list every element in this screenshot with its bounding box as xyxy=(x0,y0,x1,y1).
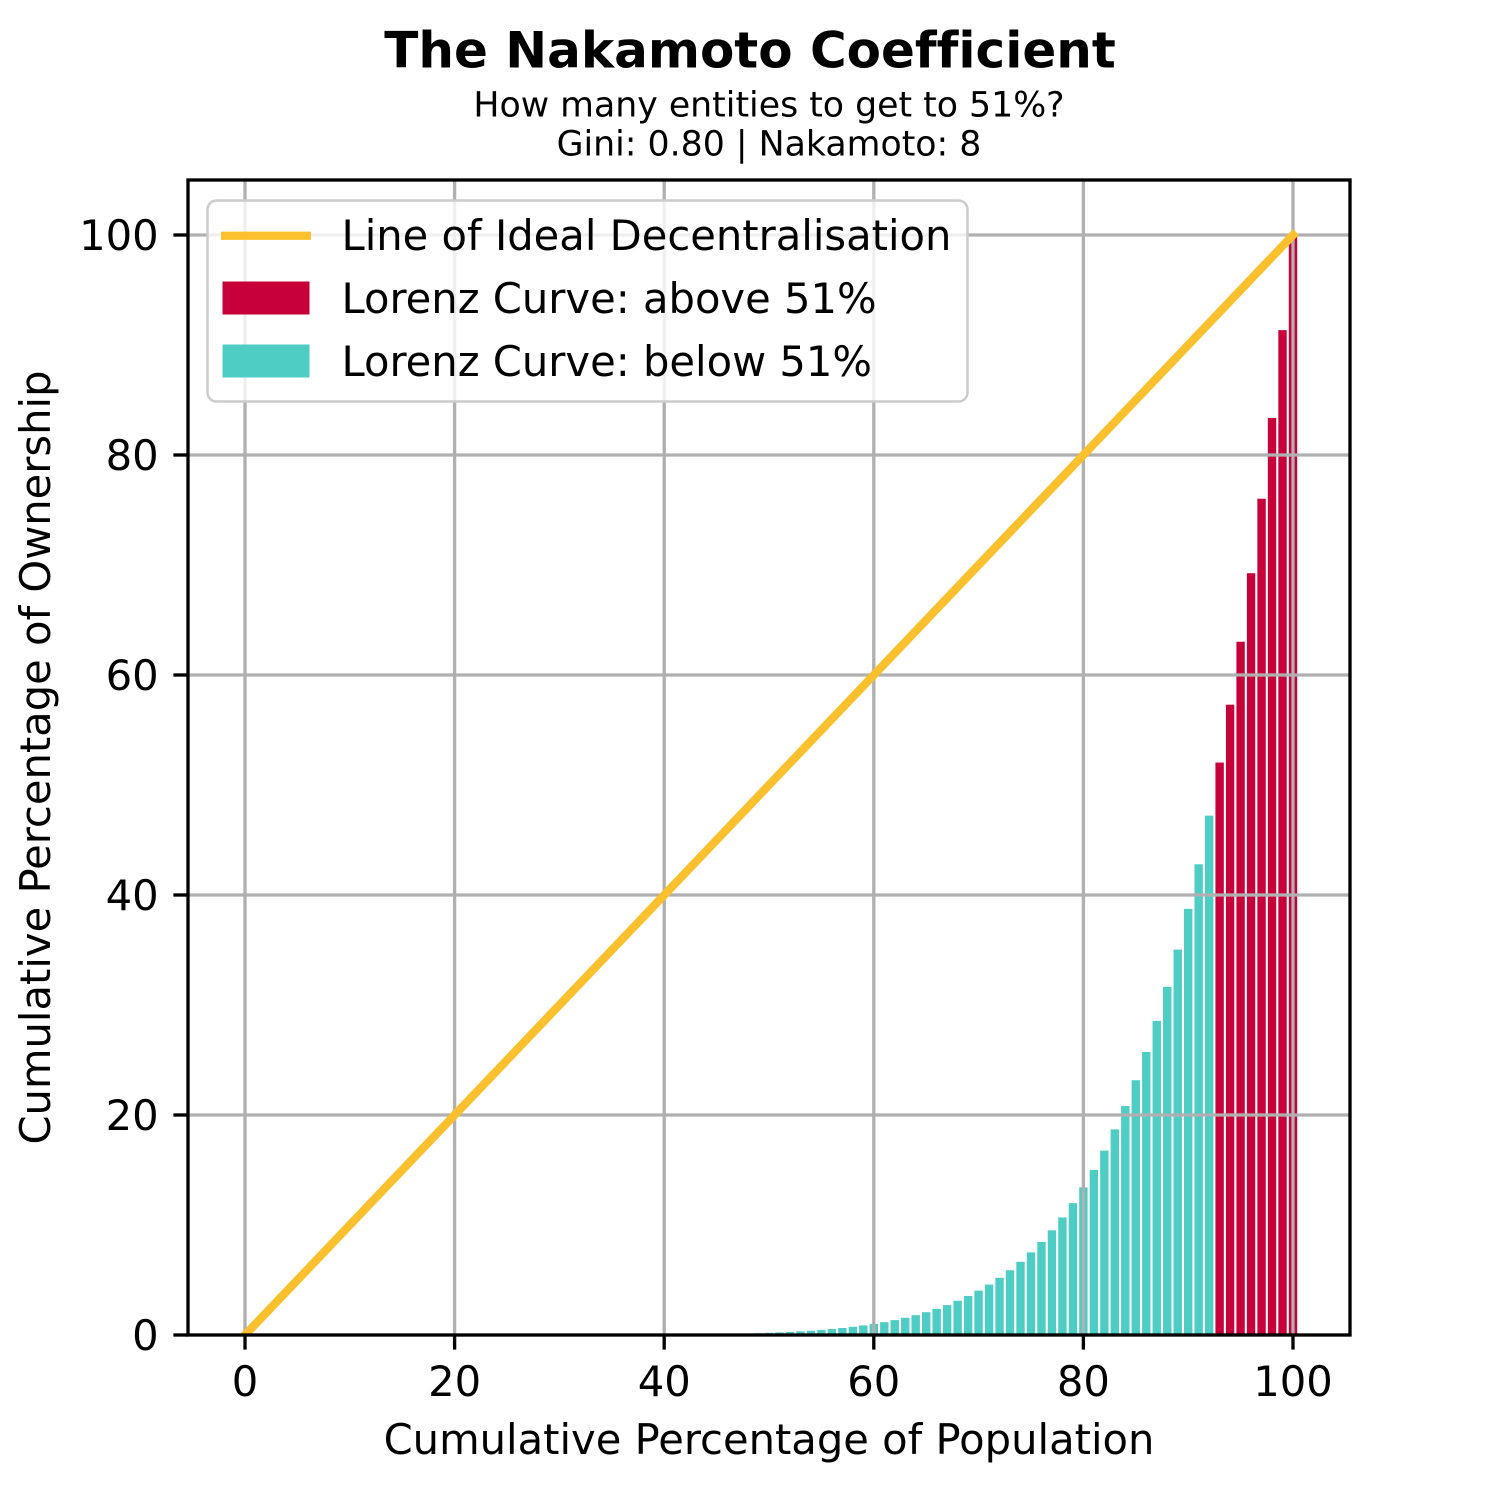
lorenz-bar xyxy=(922,1312,931,1335)
y-tick-label: 80 xyxy=(106,431,159,480)
x-ticks-group xyxy=(243,1335,1295,1350)
lorenz-bar xyxy=(1215,762,1224,1335)
x-tick-label: 100 xyxy=(1253,1357,1333,1406)
lorenz-bar xyxy=(932,1308,941,1335)
x-axis-label: Cumulative Percentage of Population xyxy=(384,1415,1155,1464)
legend-label-below: Lorenz Curve: below 51% xyxy=(342,337,873,386)
lorenz-bar xyxy=(1163,986,1172,1335)
legend-box xyxy=(206,199,969,403)
lorenz-bar xyxy=(974,1290,983,1335)
lorenz-bar xyxy=(1267,417,1277,1335)
figure-title: The Nakamoto Coefficient xyxy=(384,22,1116,80)
x-tick-label: 0 xyxy=(232,1357,259,1406)
y-tick-labels-group: 0 20 40 60 80 100 xyxy=(79,211,159,1360)
lorenz-bar xyxy=(827,1329,837,1335)
legend-below-swatch xyxy=(222,344,310,378)
lorenz-bar xyxy=(1037,1241,1046,1335)
legend-label-above: Lorenz Curve: above 51% xyxy=(342,274,877,323)
y-ticks-group xyxy=(173,233,188,1337)
bars-group xyxy=(513,235,1298,1335)
lorenz-bar xyxy=(1142,1051,1151,1335)
lorenz-bar xyxy=(1047,1230,1057,1335)
lorenz-bar xyxy=(953,1300,962,1335)
lorenz-bar xyxy=(817,1329,826,1335)
y-tick-label: 20 xyxy=(106,1091,159,1140)
lorenz-bar xyxy=(942,1305,952,1335)
lorenz-bar xyxy=(806,1330,816,1335)
axes-spines xyxy=(186,178,1352,1337)
lorenz-bar xyxy=(1152,1020,1161,1335)
ideal-line xyxy=(239,229,1299,1335)
lorenz-bar xyxy=(1236,641,1245,1335)
lorenz-bar xyxy=(901,1317,910,1335)
lorenz-bar xyxy=(1278,330,1287,1335)
lorenz-bar xyxy=(1184,908,1193,1335)
x-tick-label: 60 xyxy=(847,1357,900,1406)
lorenz-bar xyxy=(848,1326,858,1335)
y-tick-label: 60 xyxy=(106,651,159,700)
lorenz-bar xyxy=(880,1322,889,1335)
lorenz-bar xyxy=(1194,864,1203,1335)
lorenz-bar xyxy=(1016,1261,1025,1335)
lorenz-bar xyxy=(1026,1252,1036,1335)
y-tick-label: 100 xyxy=(79,211,159,260)
lorenz-bar xyxy=(963,1296,973,1335)
y-tick-label: 0 xyxy=(132,1311,159,1360)
lorenz-bar xyxy=(995,1277,1004,1335)
lorenz-bar xyxy=(1068,1203,1078,1335)
lorenz-bar xyxy=(1100,1150,1109,1335)
lorenz-bar xyxy=(838,1328,847,1335)
y-axis-label: Cumulative Percentage of Ownership xyxy=(11,370,60,1144)
lorenz-bar xyxy=(1089,1169,1099,1335)
lorenz-bar xyxy=(1204,815,1214,1335)
y-tick-label: 40 xyxy=(106,871,159,920)
lorenz-bar xyxy=(1173,949,1182,1335)
lorenz-bar xyxy=(859,1325,868,1335)
x-tick-label: 80 xyxy=(1057,1357,1110,1406)
lorenz-bar xyxy=(1005,1270,1015,1335)
legend: Line of Ideal Decentralisation Lorenz Cu… xyxy=(206,199,969,403)
lorenz-bar xyxy=(890,1320,899,1335)
lorenz-bar xyxy=(796,1331,805,1335)
lorenz-bar xyxy=(1131,1080,1140,1335)
legend-above-swatch xyxy=(222,281,310,315)
lorenz-bar xyxy=(1121,1105,1130,1335)
lorenz-bar xyxy=(984,1284,994,1335)
lorenz-bar xyxy=(911,1315,920,1335)
lorenz-bar xyxy=(1257,498,1266,1335)
axes-subtitle-line-2: Gini: 0.80 | Nakamoto: 8 xyxy=(557,125,982,165)
x-tick-label: 40 xyxy=(638,1357,691,1406)
lorenz-bar xyxy=(1110,1129,1120,1335)
lorenz-bar xyxy=(1225,704,1235,1335)
lorenz-bar xyxy=(1058,1217,1067,1335)
x-tick-label: 20 xyxy=(428,1357,481,1406)
lorenz-bar xyxy=(1246,573,1256,1335)
legend-label-ideal-line: Line of Ideal Decentralisation xyxy=(342,211,952,260)
x-tick-labels-group: 0 20 40 60 80 100 xyxy=(232,1357,1333,1406)
axes-subtitle-line-1: How many entities to get to 51%? xyxy=(473,85,1064,125)
